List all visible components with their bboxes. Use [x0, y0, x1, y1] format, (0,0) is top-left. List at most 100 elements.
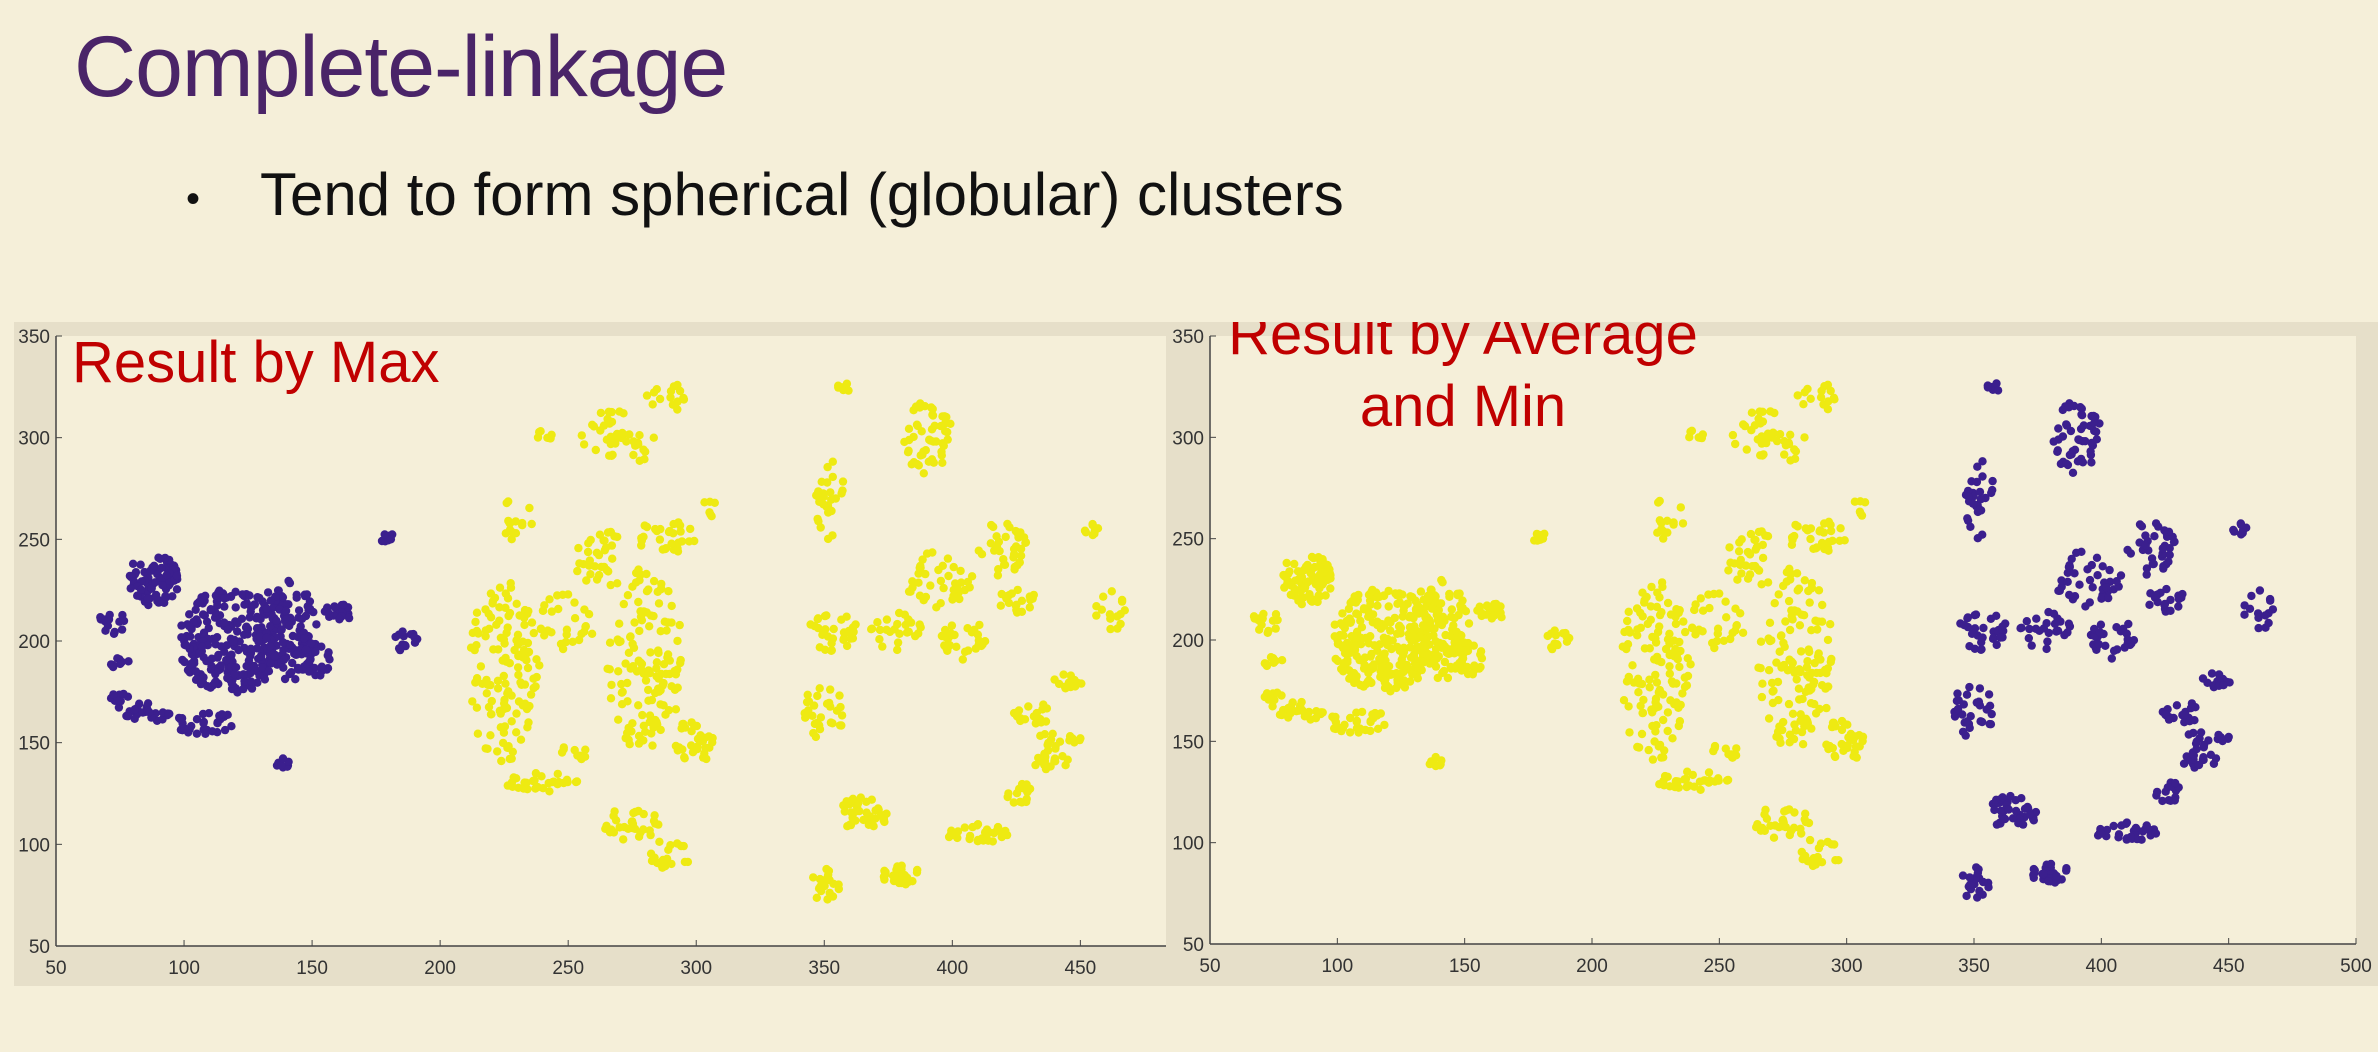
scatter-point: [2044, 877, 2053, 886]
scatter-point: [1354, 590, 1363, 600]
scatter-point: [219, 618, 229, 627]
scatter-point: [1780, 450, 1789, 459]
scatter-point: [499, 728, 509, 737]
scatter-point: [645, 717, 654, 727]
scatter-point: [1041, 752, 1050, 762]
scatter-point: [2196, 728, 2206, 737]
scatter-point: [967, 572, 977, 581]
scatter-point: [124, 712, 133, 721]
scatter-point: [656, 627, 665, 636]
scatter-point: [1775, 430, 1785, 439]
scatter-point: [1317, 708, 1326, 717]
scatter-point: [1801, 851, 1810, 861]
scatter-point: [1338, 609, 1347, 618]
scatter-point: [1363, 677, 1373, 686]
scatter-point: [1690, 605, 1699, 615]
scatter-point: [1820, 519, 1829, 528]
scatter-point: [812, 893, 821, 902]
scatter-point: [1290, 584, 1299, 593]
scatter-point: [1665, 669, 1674, 678]
scatter-point: [915, 403, 924, 412]
scatter-point: [1958, 871, 1968, 880]
scatter-point: [151, 593, 161, 602]
y-tick-label: 150: [18, 734, 50, 755]
scatter-point: [1680, 775, 1689, 784]
scatter-point: [1754, 414, 1763, 423]
scatter-point: [1386, 626, 1395, 635]
scatter-point: [1685, 433, 1694, 442]
scatter-point: [2062, 866, 2071, 875]
scatter-point: [1679, 617, 1688, 626]
scatter-point: [1984, 690, 1994, 699]
scatter-point: [528, 776, 538, 786]
scatter-point: [507, 717, 516, 726]
scatter-point: [1438, 639, 1448, 649]
scatter-point: [486, 613, 496, 622]
scatter-point: [1427, 604, 1437, 613]
scatter-point: [281, 606, 291, 616]
scatter-point: [1814, 586, 1824, 595]
scatter-point: [2189, 728, 2198, 738]
scatter-point: [255, 593, 264, 603]
scatter-point: [1795, 621, 1805, 630]
scatter-point: [1469, 641, 1478, 650]
scatter-point: [230, 669, 239, 679]
scatter-point: [1399, 602, 1409, 612]
scatter-point: [1271, 656, 1280, 666]
scatter-point: [592, 548, 602, 557]
scatter-point: [686, 524, 695, 534]
scatter-point: [492, 620, 501, 629]
scatter-point: [202, 617, 212, 626]
scatter-point: [2068, 468, 2078, 477]
y-tick-label: 250: [1172, 530, 1204, 551]
scatter-point: [543, 433, 552, 442]
scatter-point: [1830, 840, 1839, 849]
scatter-point: [893, 638, 903, 647]
scatter-point: [180, 724, 189, 733]
scatter-point: [246, 677, 256, 686]
scatter-point: [2189, 751, 2198, 760]
scatter-point: [2011, 806, 2021, 816]
scatter-point: [499, 671, 508, 681]
scatter-point: [1017, 607, 1027, 616]
scatter-point: [992, 532, 1001, 541]
scatter-point: [1767, 636, 1776, 645]
scatter-point: [1646, 602, 1656, 611]
scatter-point: [600, 536, 609, 545]
scatter-point: [344, 613, 354, 623]
scatter-point: [114, 703, 124, 712]
y-tick-label: 200: [1172, 631, 1204, 652]
scatter-point: [2179, 759, 2189, 768]
scatter-point: [210, 678, 219, 687]
scatter-point: [1820, 665, 1830, 675]
scatter-point: [2087, 458, 2096, 467]
scatter-point: [1796, 647, 1806, 656]
scatter-point: [279, 655, 289, 664]
scatter-point: [1964, 492, 1973, 502]
scatter-point: [1425, 615, 1434, 625]
scatter-point: [1431, 637, 1440, 646]
scatter-point: [185, 610, 194, 619]
y-tick-label: 50: [29, 937, 50, 958]
scatter-point: [1394, 622, 1404, 631]
scatter-point: [1683, 654, 1692, 663]
scatter-point: [1751, 545, 1760, 554]
scatter-point: [1402, 660, 1412, 670]
scatter-point: [829, 624, 838, 634]
scatter-point: [1709, 746, 1718, 756]
scatter-point: [582, 576, 591, 585]
scatter-point: [921, 569, 930, 579]
scatter-point: [505, 659, 514, 668]
scatter-point: [912, 868, 922, 877]
scatter-point: [904, 424, 914, 433]
scatter-point: [1984, 883, 1993, 892]
scatter-point: [1261, 660, 1270, 669]
scatter-point: [1315, 570, 1325, 579]
scatter-point: [562, 625, 572, 634]
x-tick-label: 500: [2340, 956, 2372, 977]
scatter-point: [1663, 708, 1673, 717]
scatter-point: [1789, 823, 1799, 832]
scatter-point: [501, 679, 510, 688]
scatter-point: [1966, 880, 1975, 889]
scatter-point: [1463, 646, 1473, 656]
